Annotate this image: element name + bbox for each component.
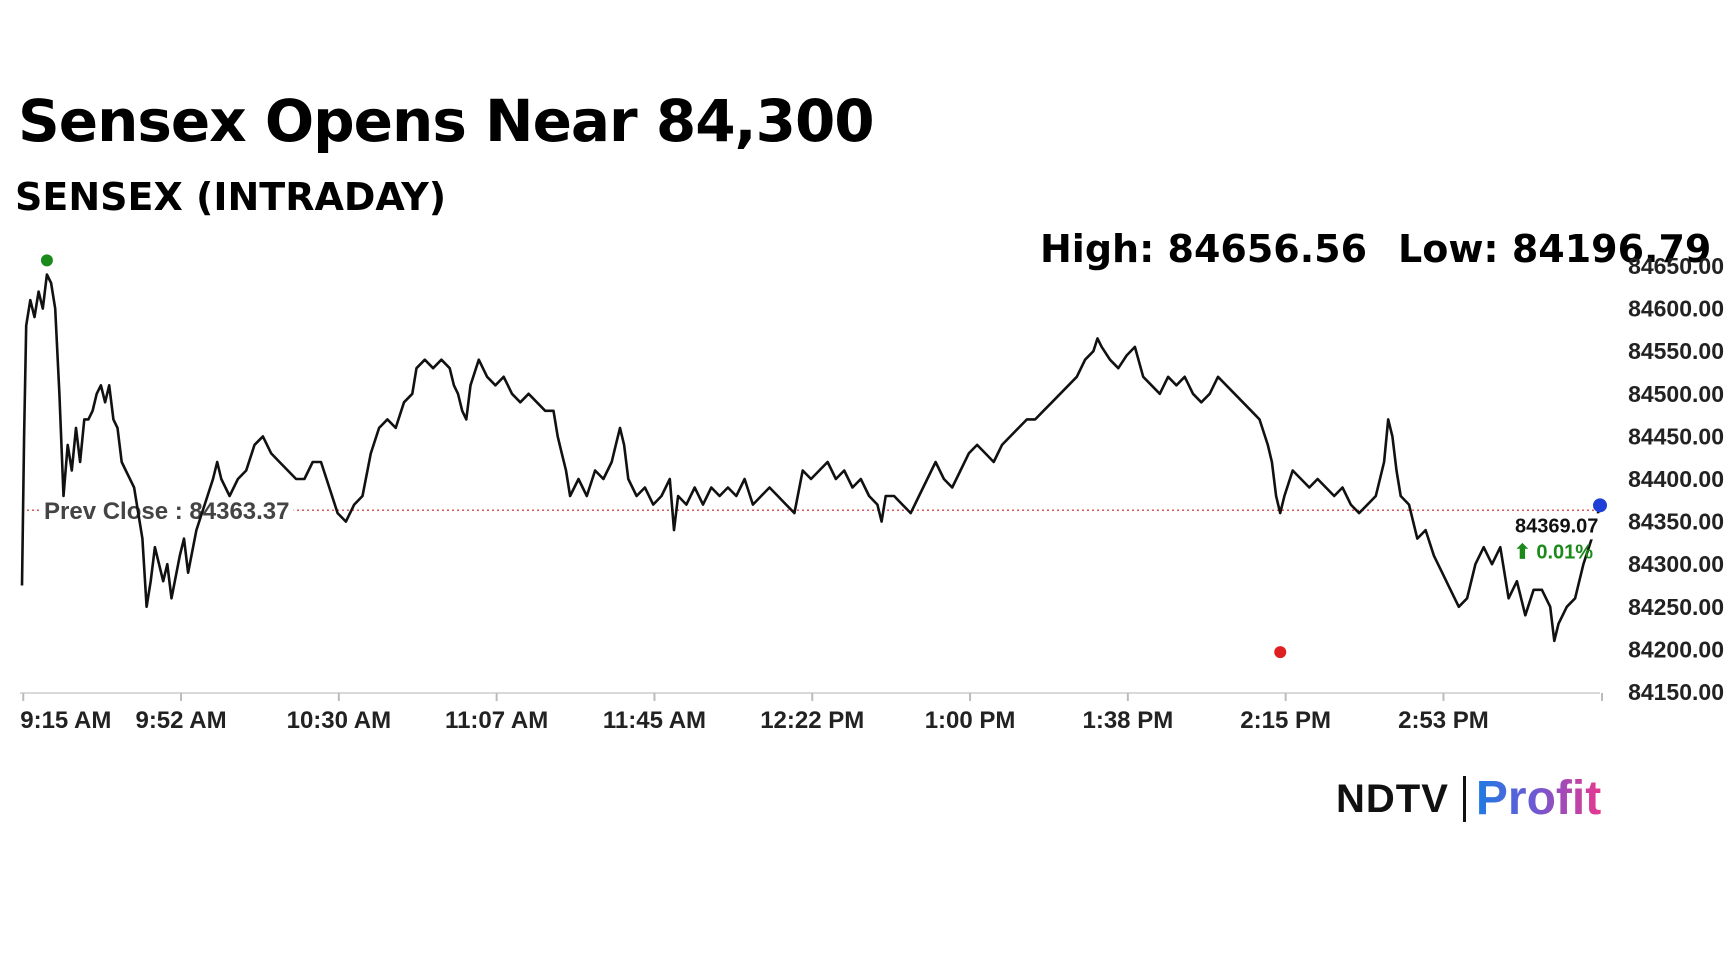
logo-ndtv-text: NDTV bbox=[1336, 777, 1449, 821]
x-tick-label: 2:53 PM bbox=[1398, 707, 1489, 734]
x-tick-label: 1:38 PM bbox=[1082, 707, 1173, 734]
x-tick-label: 1:00 PM bbox=[925, 707, 1016, 734]
y-tick-label: 84650.00 bbox=[1628, 253, 1724, 279]
high-stat: High: 84656.56 bbox=[1040, 227, 1368, 271]
y-tick-label: 84250.00 bbox=[1628, 594, 1724, 620]
y-tick-label: 84150.00 bbox=[1628, 679, 1724, 705]
intraday-line-chart: 9:15 AM 9:52 AM 10:30 AM 11:07 AM 11:45 AM 12… bbox=[20, 253, 1724, 734]
x-tick-label: 9:52 AM bbox=[135, 707, 226, 734]
last-value-label-bg bbox=[1511, 513, 1603, 540]
y-tick-label: 84550.00 bbox=[1628, 338, 1724, 364]
logo-divider bbox=[1462, 776, 1466, 822]
y-ticks: 84650.00 84600.00 84550.00 84500.00 84450.00… bbox=[1628, 253, 1724, 705]
x-tick-label: 12:22 PM bbox=[760, 707, 864, 734]
y-tick-label: 84500.00 bbox=[1628, 381, 1724, 407]
ndtv-profit-logo: NDTV Profit bbox=[1336, 774, 1601, 824]
chart-subtitle: SENSEX (INTRADAY) bbox=[15, 175, 447, 219]
low-stat: Low: 84196.79 bbox=[1398, 227, 1712, 271]
x-tick-label: 9:15 AM bbox=[20, 707, 111, 734]
high-marker bbox=[40, 254, 53, 267]
headline: Sensex Opens Near 84,300 bbox=[18, 87, 875, 155]
x-tick-label: 11:07 AM bbox=[445, 707, 548, 734]
price-line bbox=[20, 273, 1602, 643]
last-marker bbox=[1593, 498, 1607, 513]
y-tick-label: 84300.00 bbox=[1628, 551, 1724, 577]
x-tick-label: 2:15 PM bbox=[1240, 707, 1331, 734]
x-ticks: 9:15 AM 9:52 AM 10:30 AM 11:07 AM 11:45 AM 12… bbox=[20, 693, 1603, 734]
last-value-label: 84369.07 bbox=[1515, 515, 1598, 537]
prev-close-label: Prev Close : 84363.37 bbox=[44, 498, 290, 525]
y-tick-label: 84200.00 bbox=[1628, 636, 1724, 662]
low-marker bbox=[1274, 646, 1287, 659]
prev-close-label-bg bbox=[40, 494, 294, 527]
y-tick-label: 84400.00 bbox=[1628, 466, 1724, 492]
x-tick-label: 10:30 AM bbox=[287, 707, 391, 734]
x-tick-label: 11:45 AM bbox=[603, 707, 706, 734]
y-tick-label: 84350.00 bbox=[1628, 509, 1724, 535]
logo-profit-text: Profit bbox=[1475, 772, 1602, 825]
y-tick-label: 84600.00 bbox=[1628, 296, 1724, 322]
y-tick-label: 84450.00 bbox=[1628, 423, 1724, 449]
change-label: ⬆ 0.01% bbox=[1514, 541, 1593, 563]
